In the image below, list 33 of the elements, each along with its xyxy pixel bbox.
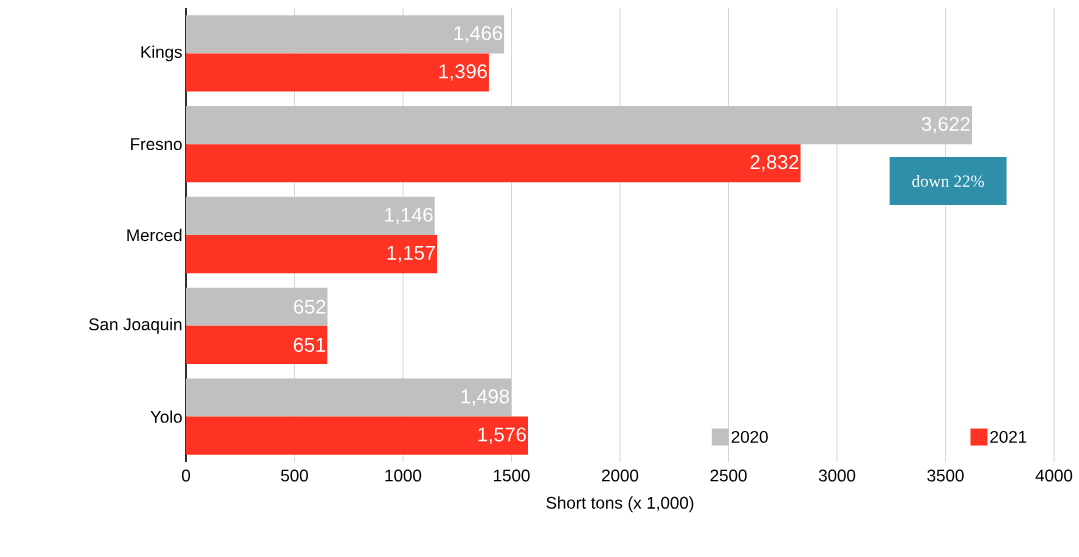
bar xyxy=(186,53,489,92)
data-label: 651 xyxy=(293,337,326,352)
data-label: 3,622 xyxy=(921,116,970,134)
data-label: 1,146 xyxy=(385,207,433,225)
x-tick-label: 1000 xyxy=(385,469,422,482)
legend-label: 2021 xyxy=(990,430,1027,443)
x-tick-label: 1500 xyxy=(493,469,530,482)
x-tick-label: 4000 xyxy=(1035,469,1073,482)
y-tick-label: Fresno xyxy=(131,138,182,151)
data-label: 1,498 xyxy=(461,389,510,406)
data-label: 1,466 xyxy=(454,26,503,43)
legend-label: 2020 xyxy=(731,430,768,443)
x-tick-label: 3500 xyxy=(927,469,964,482)
x-tick-label: 500 xyxy=(281,469,308,482)
data-label: 652 xyxy=(294,299,326,314)
data-label: 1,576 xyxy=(478,427,526,444)
data-label: 2,832 xyxy=(750,155,799,172)
x-tick-label: 3000 xyxy=(818,469,856,482)
bar xyxy=(186,144,801,183)
y-tick-label: Merced xyxy=(127,228,182,242)
y-tick-label: San Joaquin xyxy=(89,317,182,334)
annotation: down 22% xyxy=(912,174,984,187)
y-tick-label: Yolo xyxy=(150,410,182,423)
bar xyxy=(186,325,328,364)
x-axis-title: Short tons (x 1,000) xyxy=(546,496,694,513)
x-tick-label: 0 xyxy=(181,469,191,482)
data-label: 1,396 xyxy=(439,64,487,81)
data-label: 1,157 xyxy=(387,245,435,263)
x-tick-label: 2000 xyxy=(602,469,639,482)
bar xyxy=(186,235,438,274)
y-tick-label: Kings xyxy=(141,45,182,62)
bar xyxy=(186,416,528,455)
x-tick-label: 2500 xyxy=(710,469,747,482)
